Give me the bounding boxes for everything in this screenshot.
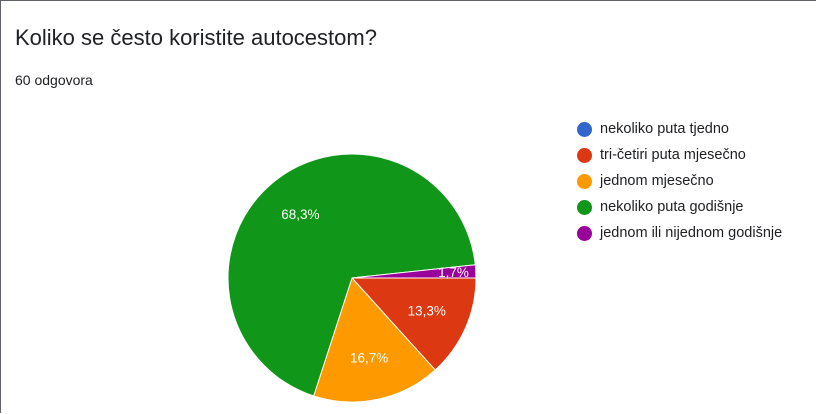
pie-slice-mjesecno-1[interactable] bbox=[313, 277, 436, 403]
legend-item-godisnje-jednom[interactable]: jednom ili nijednom godišnje bbox=[577, 223, 782, 243]
pie-slice-godisnje-nekoliko[interactable] bbox=[227, 153, 476, 397]
pie-label-godisnje-jednom: 1,7% bbox=[438, 265, 469, 280]
legend-label: nekoliko puta tjedno bbox=[600, 121, 729, 137]
pie-label-mjesecno-3-4: 13,3% bbox=[408, 304, 446, 319]
legend-swatch-icon bbox=[577, 199, 592, 215]
legend-label: tri-četiri puta mjesečno bbox=[600, 147, 746, 163]
question-title: Koliko se često koristite autocestom? bbox=[15, 25, 377, 50]
pie-slice-godisnje-jednom[interactable] bbox=[351, 264, 477, 279]
pie-slice-mjesecno-3-4[interactable] bbox=[350, 277, 477, 371]
legend-swatch-icon bbox=[577, 173, 592, 189]
legend-label: jednom ili nijednom godišnje bbox=[600, 225, 783, 241]
legend-item-godisnje-nekoliko[interactable]: nekoliko puta godišnje bbox=[577, 197, 782, 217]
legend-swatch-icon bbox=[577, 147, 592, 163]
legend-item-mjesecno-3-4[interactable]: tri-četiri puta mjesečno bbox=[577, 145, 782, 165]
response-count: 60 odgovora bbox=[15, 72, 93, 88]
legend-swatch-icon bbox=[577, 225, 592, 241]
legend-label: nekoliko puta godišnje bbox=[600, 199, 744, 215]
legend-item-mjesecno-1[interactable]: jednom mjesečno bbox=[577, 171, 782, 191]
legend-item-tjedno[interactable]: nekoliko puta tjedno bbox=[577, 119, 782, 139]
pie-label-mjesecno-1: 16,7% bbox=[350, 351, 388, 366]
legend-swatch-icon bbox=[577, 121, 592, 137]
chart-legend: nekoliko puta tjedno tri-četiri puta mjes… bbox=[577, 119, 782, 249]
pie-label-godisnje-nekoliko: 68,3% bbox=[281, 207, 319, 222]
legend-label: jednom mjesečno bbox=[600, 173, 714, 189]
